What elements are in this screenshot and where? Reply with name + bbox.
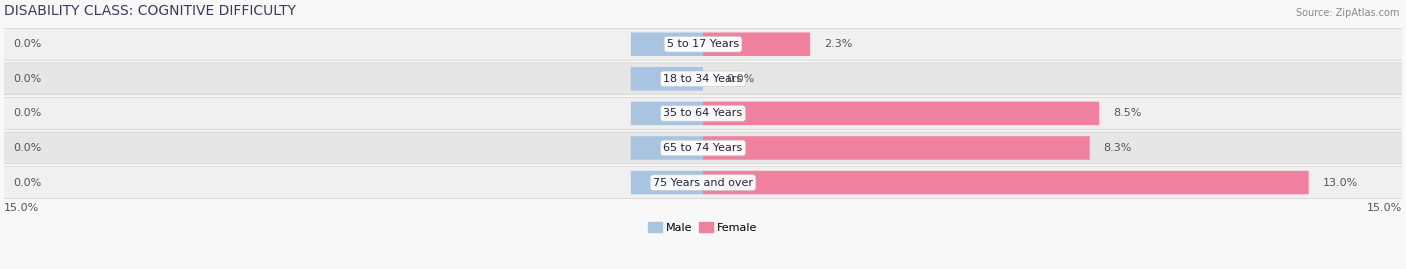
Text: DISABILITY CLASS: COGNITIVE DIFFICULTY: DISABILITY CLASS: COGNITIVE DIFFICULTY [4, 4, 297, 18]
Text: 35 to 64 Years: 35 to 64 Years [664, 108, 742, 118]
FancyBboxPatch shape [0, 28, 1406, 60]
Text: 15.0%: 15.0% [4, 203, 39, 213]
FancyBboxPatch shape [631, 171, 703, 194]
Text: 0.0%: 0.0% [14, 74, 42, 84]
FancyBboxPatch shape [631, 33, 703, 56]
Text: 0.0%: 0.0% [14, 178, 42, 187]
Text: Source: ZipAtlas.com: Source: ZipAtlas.com [1295, 8, 1399, 18]
FancyBboxPatch shape [0, 63, 1406, 95]
FancyBboxPatch shape [0, 167, 1406, 199]
Text: 15.0%: 15.0% [1367, 203, 1402, 213]
FancyBboxPatch shape [703, 102, 1099, 125]
FancyBboxPatch shape [0, 132, 1406, 164]
Text: 65 to 74 Years: 65 to 74 Years [664, 143, 742, 153]
FancyBboxPatch shape [703, 171, 1309, 194]
Text: 8.3%: 8.3% [1104, 143, 1132, 153]
Text: 13.0%: 13.0% [1323, 178, 1358, 187]
FancyBboxPatch shape [631, 67, 703, 91]
Text: 0.0%: 0.0% [14, 39, 42, 49]
FancyBboxPatch shape [703, 136, 1090, 160]
FancyBboxPatch shape [631, 136, 703, 160]
Text: 75 Years and over: 75 Years and over [652, 178, 754, 187]
Text: 0.0%: 0.0% [727, 74, 755, 84]
Legend: Male, Female: Male, Female [644, 218, 762, 237]
Text: 8.5%: 8.5% [1114, 108, 1142, 118]
FancyBboxPatch shape [703, 33, 810, 56]
Text: 18 to 34 Years: 18 to 34 Years [664, 74, 742, 84]
Text: 0.0%: 0.0% [14, 108, 42, 118]
FancyBboxPatch shape [631, 102, 703, 125]
FancyBboxPatch shape [0, 97, 1406, 129]
Text: 5 to 17 Years: 5 to 17 Years [666, 39, 740, 49]
Text: 2.3%: 2.3% [824, 39, 852, 49]
Text: 0.0%: 0.0% [14, 143, 42, 153]
